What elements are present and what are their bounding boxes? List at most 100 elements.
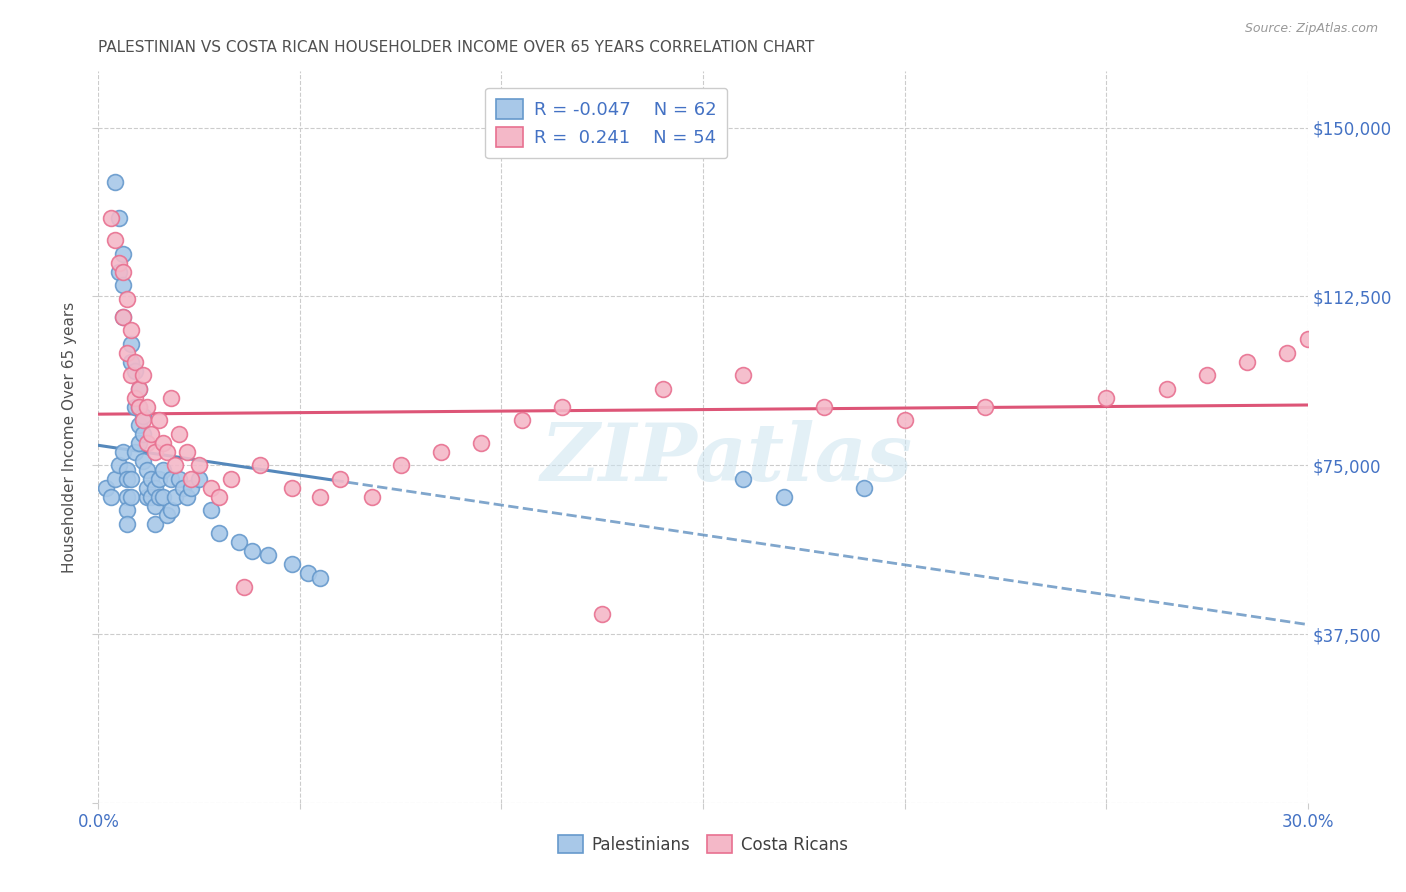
Point [139,472,162,486]
Text: PALESTINIAN VS COSTA RICAN HOUSEHOLDER INCOME OVER 65 YEARS CORRELATION CHART: PALESTINIAN VS COSTA RICAN HOUSEHOLDER I… [98,40,815,55]
Y-axis label: Householder Income Over 65 years: Householder Income Over 65 years [62,301,77,573]
Point [135,463,157,477]
Point [115,292,138,306]
Point [733,368,755,383]
Point [361,490,384,504]
Point [733,472,755,486]
Point [163,458,186,473]
Point [160,503,183,517]
Point [139,490,162,504]
Point [103,175,125,189]
Point [143,499,166,513]
Point [120,323,142,337]
Point [1296,332,1319,346]
Point [132,409,155,423]
Point [128,400,150,414]
Point [115,490,138,504]
Point [152,435,174,450]
Point [389,458,412,473]
Point [1156,382,1178,396]
Point [107,255,129,269]
Point [103,472,125,486]
Point [135,490,157,504]
Point [163,490,186,504]
Point [120,472,142,486]
Point [281,558,304,572]
Point [813,400,835,414]
Point [256,548,278,562]
Point [139,426,162,441]
Point [107,265,129,279]
Point [124,444,146,458]
Point [111,444,134,458]
Point [160,391,183,405]
Point [180,472,202,486]
Text: ZIPatlas: ZIPatlas [541,420,914,498]
Point [124,354,146,368]
Point [176,490,198,504]
Point [128,417,150,432]
Point [143,444,166,458]
Point [167,472,190,486]
Point [100,490,122,504]
Point [208,525,231,540]
Point [208,490,231,504]
Point [148,413,170,427]
Point [1277,345,1299,359]
Point [111,278,134,293]
Point [200,481,222,495]
Point [124,364,146,378]
Point [132,426,155,441]
Point [148,490,170,504]
Point [974,400,997,414]
Point [180,481,202,495]
Point [115,516,138,531]
Point [772,490,794,504]
Point [115,472,138,486]
Point [120,354,142,368]
Point [100,211,122,225]
Point [156,444,179,458]
Point [329,472,352,486]
Point [853,481,876,495]
Point [128,435,150,450]
Point [107,458,129,473]
Point [111,310,134,324]
Point [135,435,157,450]
Point [135,400,157,414]
Point [143,516,166,531]
Point [132,413,155,427]
Point [1095,391,1118,405]
Point [172,481,194,495]
Legend: Palestinians, Costa Ricans: Palestinians, Costa Ricans [551,829,855,860]
Point [232,580,254,594]
Point [510,413,533,427]
Point [135,481,157,495]
Point [111,265,134,279]
Point [128,382,150,396]
Point [152,490,174,504]
Point [143,481,166,495]
Point [111,246,134,260]
Point [103,233,125,247]
Point [1195,368,1218,383]
Point [124,391,146,405]
Point [430,444,453,458]
Point [228,534,250,549]
Point [107,211,129,225]
Point [309,571,332,585]
Point [470,435,492,450]
Point [96,481,118,495]
Point [591,607,613,621]
Point [160,472,183,486]
Point [132,453,155,467]
Point [115,345,138,359]
Point [120,490,142,504]
Point [120,336,142,351]
Point [115,463,138,477]
Point [221,472,243,486]
Point [200,503,222,517]
Point [1236,354,1258,368]
Point [281,481,304,495]
Point [551,400,574,414]
